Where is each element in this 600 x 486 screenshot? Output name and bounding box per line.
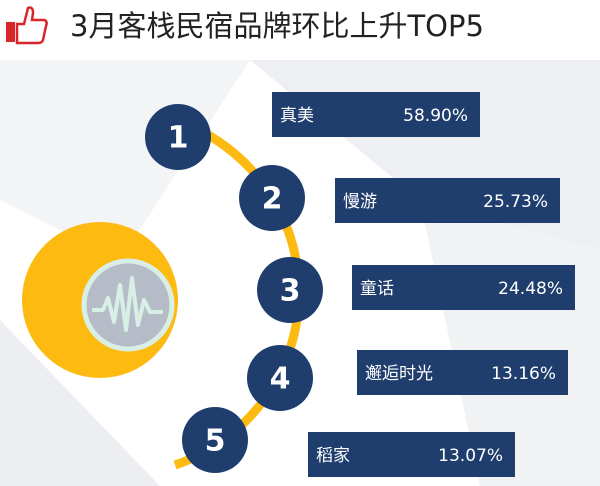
rank-circle [182, 407, 248, 473]
item-box [272, 92, 480, 137]
item-name: 慢游 [343, 191, 377, 212]
thumbs-up-icon [6, 6, 48, 45]
rank-number: 4 [270, 362, 291, 397]
item-name: 稻家 [316, 446, 350, 466]
item-box [357, 350, 568, 395]
item-box [335, 178, 560, 223]
bg-shape [0, 320, 160, 486]
rank-number: 3 [280, 274, 301, 309]
item-value: 13.16% [491, 364, 556, 384]
item-box [352, 265, 575, 310]
item-value: 13.07% [438, 446, 503, 466]
item-name: 真美 [280, 106, 314, 126]
item-value: 58.90% [403, 106, 468, 126]
rank-circle [145, 104, 211, 170]
item-value: 24.48% [498, 279, 563, 299]
rank-number: 2 [262, 182, 283, 217]
rank-circle [239, 165, 305, 231]
rank-circle [257, 257, 323, 323]
title: 3月客栈民宿品牌环比上升TOP5 [70, 9, 484, 43]
item-name: 童话 [360, 279, 394, 299]
item-value: 25.73% [483, 192, 548, 212]
rank-number: 1 [168, 121, 189, 156]
rank-number: 5 [205, 424, 226, 459]
rank-circle [247, 345, 313, 411]
pulse-icon [92, 276, 163, 332]
item-box [308, 432, 515, 477]
item-name: 邂逅时光 [365, 364, 433, 384]
